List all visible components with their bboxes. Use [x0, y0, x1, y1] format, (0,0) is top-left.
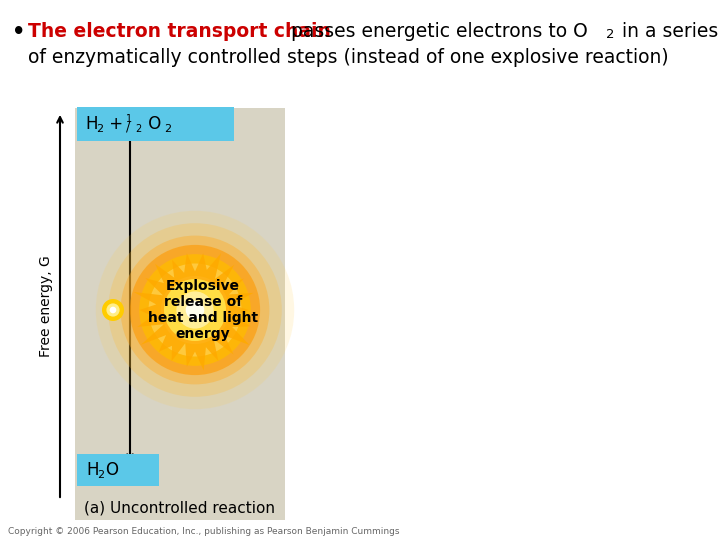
Circle shape	[176, 292, 214, 329]
Circle shape	[139, 254, 251, 366]
Text: O: O	[105, 461, 118, 479]
Circle shape	[102, 299, 124, 321]
FancyBboxPatch shape	[77, 454, 159, 486]
Circle shape	[184, 299, 206, 321]
Text: 2: 2	[606, 28, 614, 41]
Circle shape	[148, 264, 241, 356]
Text: Copyright © 2006 Pearson Education, Inc., publishing as Pearson Benjamin Cumming: Copyright © 2006 Pearson Education, Inc.…	[8, 527, 400, 536]
FancyBboxPatch shape	[77, 107, 234, 141]
Circle shape	[130, 245, 260, 375]
FancyBboxPatch shape	[75, 108, 285, 520]
Text: in a series: in a series	[616, 22, 719, 41]
Text: 2: 2	[135, 124, 141, 134]
Circle shape	[161, 276, 229, 344]
Text: The electron transport chain: The electron transport chain	[28, 22, 331, 41]
Text: •: •	[12, 22, 25, 42]
Text: +: +	[104, 115, 128, 133]
Text: /: /	[126, 120, 130, 133]
Text: 2: 2	[96, 124, 103, 134]
Text: (a) Uncontrolled reaction: (a) Uncontrolled reaction	[84, 501, 276, 516]
Text: O: O	[143, 115, 161, 133]
Text: 2: 2	[97, 470, 104, 480]
Text: 2: 2	[164, 124, 171, 134]
Circle shape	[174, 288, 217, 332]
Circle shape	[164, 279, 226, 341]
Polygon shape	[134, 253, 253, 370]
Text: of enzymatically controlled steps (instead of one explosive reaction): of enzymatically controlled steps (inste…	[28, 48, 669, 67]
Circle shape	[108, 223, 282, 397]
Text: Explosive
release of
heat and light
energy: Explosive release of heat and light ener…	[148, 279, 258, 341]
Circle shape	[109, 307, 117, 313]
Text: Free energy, G: Free energy, G	[39, 255, 53, 357]
Circle shape	[96, 211, 294, 409]
Circle shape	[121, 235, 269, 384]
Text: passes energetic electrons to O: passes energetic electrons to O	[285, 22, 588, 41]
Circle shape	[186, 301, 204, 319]
Circle shape	[107, 303, 120, 316]
Text: H: H	[85, 115, 97, 133]
Text: 1: 1	[126, 114, 132, 124]
Text: H: H	[86, 461, 99, 479]
